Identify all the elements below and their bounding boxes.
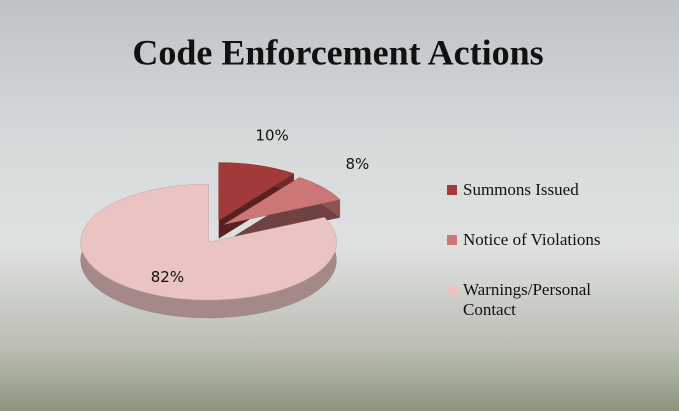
legend-swatch <box>447 285 457 295</box>
legend-label: Summons Issued <box>463 180 579 200</box>
data-label: 10% <box>255 127 288 145</box>
legend-swatch <box>447 185 457 195</box>
legend-item: Warnings/Personal Contact <box>447 280 647 320</box>
legend-item: Summons Issued <box>447 180 647 200</box>
data-label: 8% <box>345 155 369 173</box>
slide: Code Enforcement Actions 10% 8% 82% Summon… <box>0 0 679 411</box>
legend-item: Notice of Violations <box>447 230 647 250</box>
legend-label: Notice of Violations <box>463 230 600 250</box>
chart-title: Code Enforcement Actions <box>132 32 543 72</box>
data-label: 82% <box>151 268 184 286</box>
legend-swatch <box>447 235 457 245</box>
legend: Summons Issued Notice of Violations Warnin… <box>447 180 647 350</box>
legend-label: Warnings/Personal Contact <box>463 280 647 320</box>
